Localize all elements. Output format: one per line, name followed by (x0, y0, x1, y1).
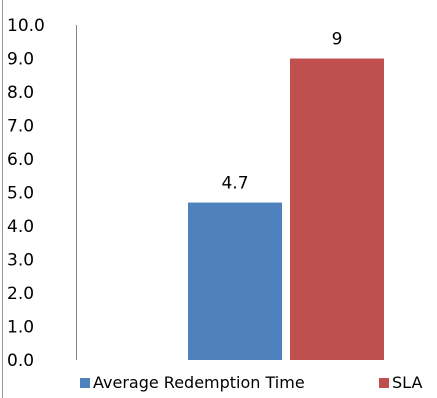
y-tick-label: 3.0 (7, 251, 34, 271)
y-axis-tick-labels: 0.0 1.0 2.0 3.0 4.0 5.0 6.0 7.0 8.0 9.0 10.0 (7, 16, 45, 371)
data-label: 4.7 (221, 174, 248, 194)
data-labels: 4.79 (221, 30, 342, 194)
legend-swatch (80, 378, 90, 388)
bars (188, 58, 384, 360)
legend: Average Redemption Time SLA (80, 373, 422, 392)
data-label: 9 (332, 30, 343, 50)
y-tick-label: 10.0 (7, 16, 45, 36)
y-tick-label: 5.0 (7, 184, 34, 204)
y-tick-label: 7.0 (7, 117, 34, 137)
y-tick-label: 6.0 (7, 150, 34, 170)
legend-label: SLA (392, 373, 422, 392)
y-tick-label: 9.0 (7, 50, 34, 70)
y-tick-label: 1.0 (7, 318, 34, 338)
legend-label: Average Redemption Time (93, 373, 305, 392)
y-tick-label: 2.0 (7, 284, 34, 304)
y-tick-label: 8.0 (7, 83, 34, 103)
bar-sla (290, 58, 384, 360)
legend-swatch (379, 378, 389, 388)
y-tick-label: 4.0 (7, 217, 34, 237)
y-tick-label: 0.0 (7, 351, 34, 371)
bar-average-redemption-time (188, 202, 282, 360)
